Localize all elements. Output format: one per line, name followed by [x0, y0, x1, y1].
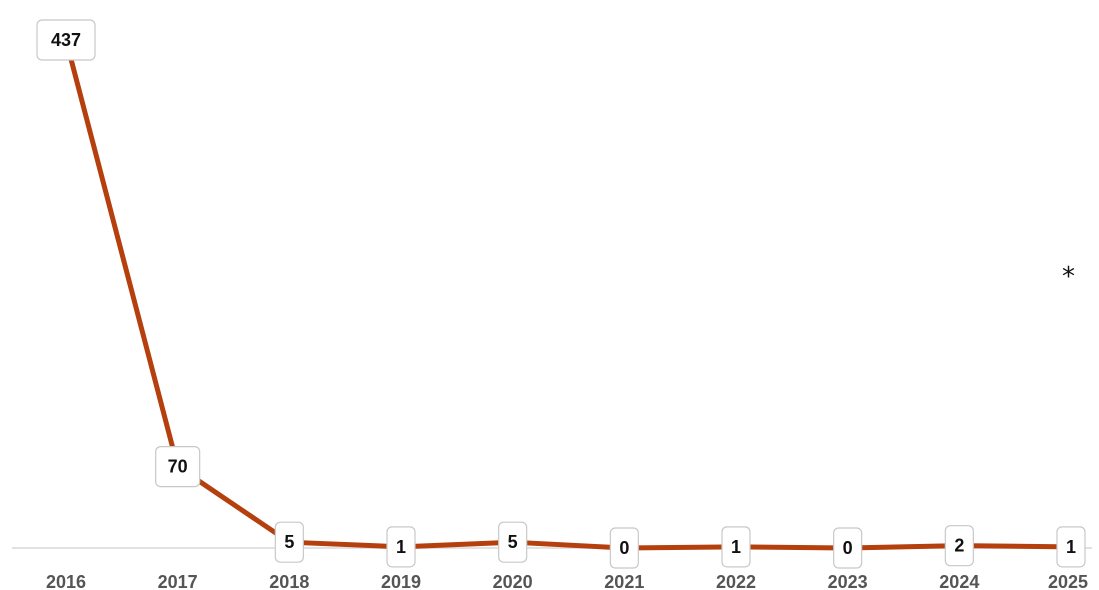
data-label-box	[721, 526, 751, 568]
data-label-box	[1056, 526, 1086, 568]
data-label: 5	[274, 521, 304, 563]
data-label-box	[274, 521, 304, 563]
data-label: 2	[944, 525, 974, 567]
data-label: 1	[1056, 526, 1086, 568]
x-tick-label: 2022	[716, 572, 756, 590]
x-tick-label: 2024	[939, 572, 979, 590]
data-label: 0	[609, 527, 639, 569]
x-tick-label: 2020	[493, 572, 533, 590]
data-label-box	[833, 527, 863, 569]
data-label-text: 2	[954, 536, 964, 556]
data-label-text: 1	[396, 537, 406, 557]
data-label-text: 0	[619, 538, 629, 558]
data-label-box	[155, 446, 201, 488]
data-label-box	[386, 526, 416, 568]
data-label-box	[609, 527, 639, 569]
data-label-text: 1	[1066, 537, 1076, 557]
x-tick-label: 2016	[46, 572, 86, 590]
data-label-text: 0	[843, 538, 853, 558]
data-label-text: 1	[731, 537, 741, 557]
x-tick-label: 2019	[381, 572, 421, 590]
data-label-box	[36, 19, 96, 61]
data-label-text: 70	[168, 457, 188, 477]
data-label-box	[944, 525, 974, 567]
x-tick-label: 2017	[158, 572, 198, 590]
data-label: 1	[721, 526, 751, 568]
data-label-text: 5	[284, 532, 294, 552]
x-tick-label: 2018	[269, 572, 309, 590]
data-label: 70	[155, 446, 201, 488]
x-tick-label: 2021	[604, 572, 644, 590]
data-labels: 437 70 5 1 5 0 1 0 2 1	[36, 19, 1086, 569]
data-label: 1	[386, 526, 416, 568]
x-tick-label: 2023	[828, 572, 868, 590]
data-label-text: 437	[51, 30, 81, 50]
x-tick-label: 2025	[1048, 572, 1088, 590]
data-label-box	[498, 521, 528, 563]
asterisk-note: *	[1062, 262, 1075, 292]
x-axis-ticks: 2016 2017 2018 2019 2020 2021 2022 2023 2024 2025	[46, 572, 1088, 590]
data-label: 437	[36, 19, 96, 61]
data-label: 5	[498, 521, 528, 563]
data-label: 0	[833, 527, 863, 569]
data-label-text: 5	[508, 532, 518, 552]
series-line	[63, 37, 1074, 551]
